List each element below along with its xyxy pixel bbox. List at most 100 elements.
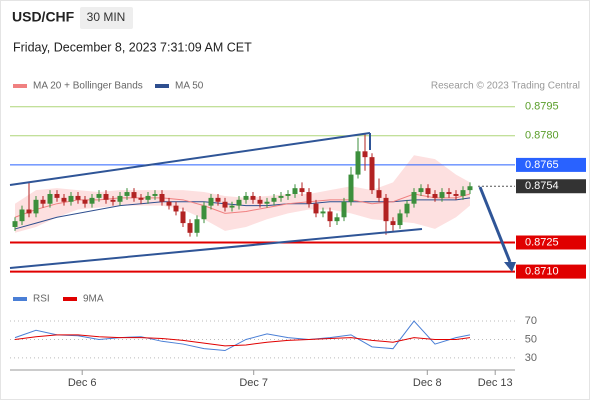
candle-body <box>26 209 32 214</box>
candle-body <box>166 201 172 206</box>
candle-body <box>201 205 207 220</box>
candle-body <box>117 195 123 202</box>
candle-body <box>243 195 249 200</box>
candle-body <box>369 157 375 191</box>
rsi-tick-label: 50 <box>525 333 537 345</box>
candle-body <box>208 197 214 206</box>
legend-swatch <box>13 84 27 88</box>
candle-body <box>313 203 319 214</box>
candle-body <box>145 195 151 200</box>
candle-body <box>299 188 305 193</box>
candle-body <box>131 192 137 198</box>
candle-body <box>89 197 95 204</box>
candle-body <box>411 192 417 204</box>
candle-body <box>222 201 228 208</box>
candle-body <box>33 199 39 214</box>
rsi-line <box>14 334 471 347</box>
x-tick-label: Dec 6 <box>68 377 97 389</box>
candle-body <box>348 174 354 202</box>
ma50-line <box>14 197 471 230</box>
level-box <box>516 264 586 279</box>
candle-body <box>68 195 74 202</box>
candle-body <box>327 211 333 222</box>
candle-body <box>103 194 109 200</box>
candle-body <box>187 223 193 233</box>
legend-label: MA 50 <box>175 81 204 92</box>
candle-body <box>446 192 452 194</box>
level-label: 0.8725 <box>525 236 559 248</box>
candle-body <box>355 151 361 175</box>
candle-body <box>425 188 431 194</box>
candle-body <box>453 194 459 196</box>
price-plot: 0.8795 0.8780 0.8765 0.8754 0.8725 0.8710 <box>10 101 586 279</box>
candle-body <box>341 201 347 218</box>
candle-body <box>54 194 60 198</box>
x-tick-label: Dec 7 <box>239 377 268 389</box>
level-label: 0.8780 <box>525 130 559 142</box>
candle-body <box>285 194 291 196</box>
x-tick-label: Dec 8 <box>413 377 442 389</box>
candle-body <box>75 195 81 200</box>
candle-body <box>439 192 445 198</box>
rsi-line <box>14 320 471 352</box>
candle-body <box>404 203 410 214</box>
candle-body <box>292 188 298 194</box>
candle-body <box>40 199 46 204</box>
legend-label: 9MA <box>83 294 104 305</box>
legend-label: RSI <box>33 294 50 305</box>
candle-body <box>383 197 389 222</box>
candle-body <box>152 194 158 196</box>
candle-body <box>278 195 284 198</box>
timestamp: Friday, December 8, 2023 7:31:09 AM CET <box>13 40 252 54</box>
candle-body <box>159 194 165 202</box>
legend-swatch <box>63 297 77 301</box>
candle-body <box>250 195 256 200</box>
trend-line <box>9 228 423 269</box>
candle-body <box>257 199 263 204</box>
candle-body <box>264 201 270 204</box>
candle-body <box>418 188 424 193</box>
timeframe: 30 MIN <box>87 10 126 24</box>
legend-label: MA 20 + Bollinger Bands <box>33 81 143 92</box>
candle-body <box>460 190 466 196</box>
level-label: 0.8795 <box>525 101 559 113</box>
candle-body <box>61 197 67 202</box>
rsi-tick-label: 30 <box>525 352 537 364</box>
candle-body <box>334 217 340 222</box>
candle-body <box>96 194 102 198</box>
bollinger-band <box>15 155 470 233</box>
credit: Research © 2023 Trading Central <box>431 81 580 92</box>
candle-body <box>432 194 438 198</box>
level-label: 0.8765 <box>525 159 559 171</box>
candle-body <box>19 209 25 222</box>
level-label: 0.8710 <box>525 266 559 278</box>
rsi-panel: 30 50 70 RSI 9MA <box>10 294 537 364</box>
candle-body <box>467 186 473 191</box>
level-label: 0.8754 <box>525 180 559 192</box>
level-box <box>516 157 586 172</box>
candle-body <box>47 194 53 204</box>
candle-body <box>173 205 179 212</box>
candle-body <box>376 190 382 198</box>
candle-body <box>215 197 221 202</box>
trend-lines <box>9 132 516 272</box>
candle-body <box>390 221 396 226</box>
candle-body <box>12 221 18 227</box>
candle-body <box>180 211 186 224</box>
forecast-arrow <box>478 186 512 263</box>
candle-body <box>362 151 368 158</box>
candle-body <box>82 199 88 204</box>
level-box <box>516 179 586 194</box>
candle-body <box>194 219 200 233</box>
x-tick-label: Dec 13 <box>478 377 513 389</box>
candle-body <box>271 197 277 202</box>
candle-body <box>397 213 403 226</box>
trend-line <box>9 132 371 186</box>
legend-swatch <box>155 84 169 88</box>
candle-body <box>236 199 242 206</box>
arrow-head <box>504 262 516 272</box>
candle-body <box>320 211 326 214</box>
symbol: USD/CHF <box>12 9 75 25</box>
timeframe-box <box>80 7 133 29</box>
